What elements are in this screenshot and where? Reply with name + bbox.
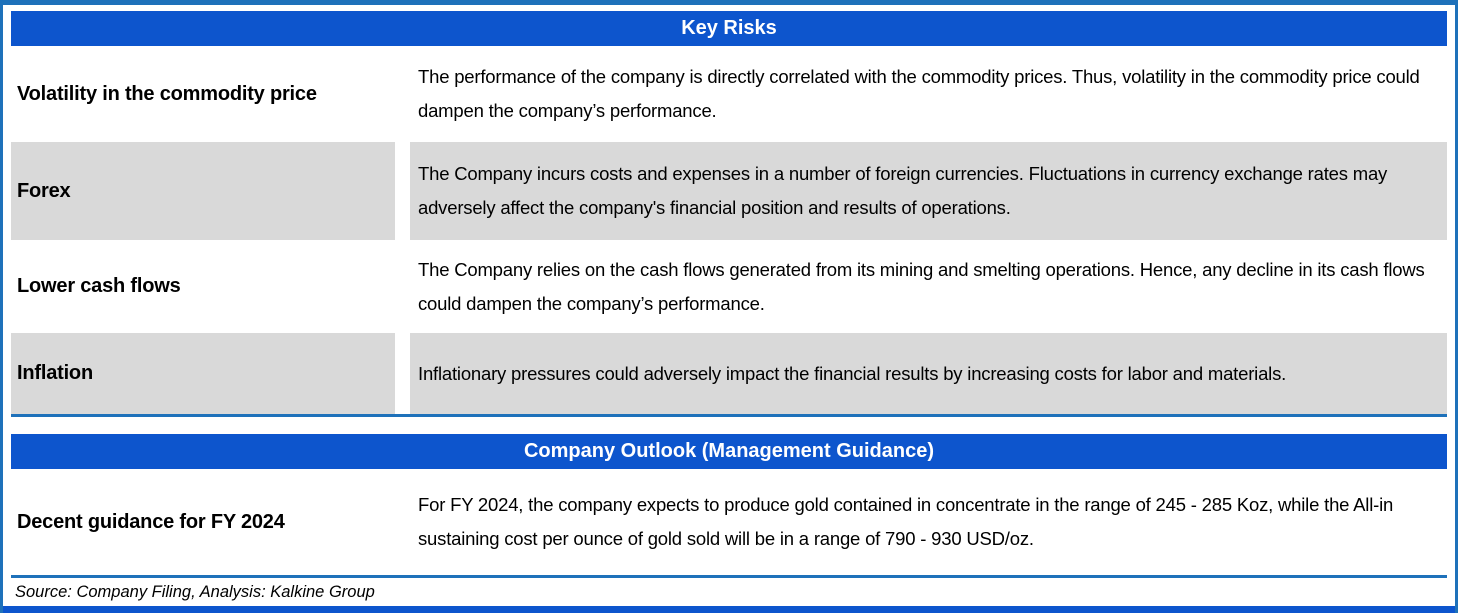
column-gutter <box>395 46 410 142</box>
table-row: Decent guidance for FY 2024 For FY 2024,… <box>11 469 1447 575</box>
risk-description-cell: The Company relies on the cash flows gen… <box>418 258 1425 314</box>
outlook-label-cell: Decent guidance for FY 2024 <box>17 510 285 533</box>
risk-label-cell: Volatility in the commodity price <box>17 82 317 105</box>
risk-label-cell: Forex <box>11 142 395 240</box>
bottom-accent-bar <box>3 606 1455 613</box>
column-gutter <box>395 142 410 240</box>
section-spacer <box>11 417 1447 434</box>
risk-description-cell: The performance of the company is direct… <box>418 66 1420 121</box>
column-gutter <box>395 333 410 414</box>
column-gutter <box>395 240 410 333</box>
column-gutter <box>395 469 410 575</box>
table-row: Inflation Inflationary pressures could a… <box>11 333 1447 414</box>
risk-label-cell: Inflation <box>11 333 395 414</box>
risk-description-cell: Inflationary pressures could adversely i… <box>410 333 1447 414</box>
company-outlook-header: Company Outlook (Management Guidance) <box>11 434 1447 469</box>
table-row: Lower cash flows The Company relies on t… <box>11 240 1447 333</box>
outlook-description-cell: For FY 2024, the company expects to prod… <box>418 494 1394 549</box>
source-note: Source: Company Filing, Analysis: Kalkin… <box>15 582 375 601</box>
risk-description-cell: The Company incurs costs and expenses in… <box>410 142 1447 240</box>
key-risks-header: Key Risks <box>11 11 1447 46</box>
section-divider <box>11 414 1447 417</box>
table-row: Volatility in the commodity price The pe… <box>11 46 1447 142</box>
table-row: Forex The Company incurs costs and expen… <box>11 142 1447 240</box>
footer-divider <box>11 575 1447 578</box>
risk-label-cell: Lower cash flows <box>17 275 181 297</box>
